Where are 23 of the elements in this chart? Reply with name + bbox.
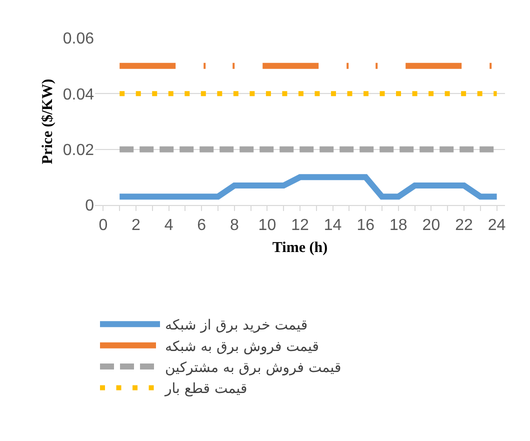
legend-label: قیمت قطع بار xyxy=(164,381,248,398)
x-tick-label: 20 xyxy=(422,217,440,234)
x-tick-label: 14 xyxy=(324,217,342,234)
legend-label: قیمت خرید برق از شبکه xyxy=(165,318,308,334)
y-tick-label: 0.04 xyxy=(62,86,94,104)
x-tick-label: 4 xyxy=(164,217,174,234)
legend-label: قیمت فروش برق به شبکه xyxy=(165,338,319,355)
x-tick-label: 8 xyxy=(230,217,239,234)
x-tick-label: 2 xyxy=(132,217,141,234)
x-tick-label: 18 xyxy=(390,217,408,234)
y-axis-title: Price ($/KW) xyxy=(40,78,56,164)
x-tick-label: 12 xyxy=(291,217,309,234)
x-tick-label: 10 xyxy=(258,217,276,234)
legend-label: قیمت فروش برق به مشترکین xyxy=(165,360,342,376)
y-tick-label: 0.06 xyxy=(62,30,94,48)
y-tick-label: 0 xyxy=(85,198,94,215)
x-tick-label: 0 xyxy=(98,217,108,234)
y-tick-label: 0.02 xyxy=(62,142,94,159)
x-tick-label: 24 xyxy=(488,217,506,234)
x-tick-label: 6 xyxy=(197,217,206,234)
x-tick-label: 16 xyxy=(356,217,375,234)
x-tick-label: 22 xyxy=(455,217,473,234)
x-axis-title: Time (h) xyxy=(272,240,328,256)
